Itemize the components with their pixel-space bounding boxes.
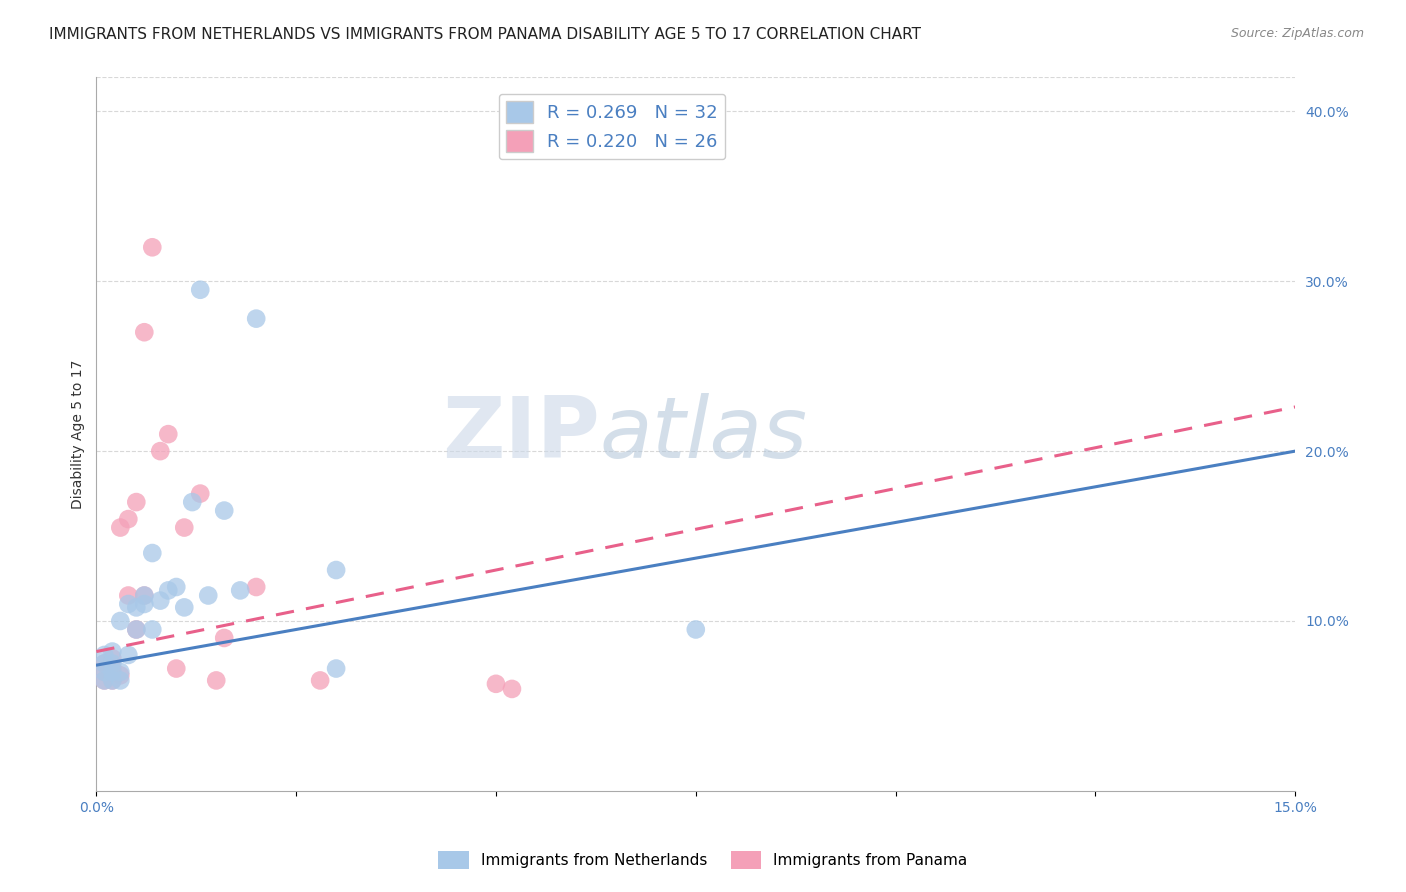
- Point: [141, 546, 163, 560]
- Point: [93, 648, 115, 662]
- Text: Source: ZipAtlas.com: Source: ZipAtlas.com: [1230, 27, 1364, 40]
- Point: [101, 657, 124, 671]
- Point: [134, 589, 156, 603]
- Y-axis label: Disability Age 5 to 17: Disability Age 5 to 17: [72, 359, 86, 508]
- Point: [117, 597, 139, 611]
- Point: [157, 427, 180, 442]
- Point: [173, 520, 195, 534]
- Point: [101, 644, 124, 658]
- Point: [93, 665, 115, 679]
- Point: [157, 583, 180, 598]
- Point: [149, 593, 172, 607]
- Point: [117, 512, 139, 526]
- Point: [212, 503, 235, 517]
- Point: [93, 673, 115, 688]
- Point: [501, 681, 523, 696]
- Point: [188, 486, 211, 500]
- Point: [93, 657, 115, 671]
- Point: [325, 661, 347, 675]
- Point: [125, 623, 148, 637]
- Point: [93, 665, 115, 679]
- Point: [117, 648, 139, 662]
- Point: [134, 589, 156, 603]
- Point: [309, 673, 332, 688]
- Point: [110, 668, 132, 682]
- Point: [110, 673, 132, 688]
- Legend: Immigrants from Netherlands, Immigrants from Panama: Immigrants from Netherlands, Immigrants …: [432, 845, 974, 875]
- Point: [101, 665, 124, 679]
- Point: [134, 325, 156, 339]
- Point: [93, 673, 115, 688]
- Text: ZIP: ZIP: [441, 392, 600, 475]
- Point: [125, 495, 148, 509]
- Point: [685, 623, 707, 637]
- Point: [245, 580, 267, 594]
- Point: [165, 661, 187, 675]
- Point: [212, 631, 235, 645]
- Point: [110, 614, 132, 628]
- Point: [125, 623, 148, 637]
- Point: [229, 583, 252, 598]
- Point: [125, 600, 148, 615]
- Point: [141, 240, 163, 254]
- Point: [117, 589, 139, 603]
- Point: [165, 580, 187, 594]
- Point: [485, 677, 508, 691]
- Point: [173, 600, 195, 615]
- Point: [134, 597, 156, 611]
- Point: [188, 283, 211, 297]
- Point: [101, 673, 124, 688]
- Point: [197, 589, 219, 603]
- Point: [149, 444, 172, 458]
- Point: [181, 495, 204, 509]
- Point: [205, 673, 228, 688]
- Point: [245, 311, 267, 326]
- Point: [93, 657, 115, 671]
- Point: [110, 665, 132, 679]
- Legend: R = 0.269   N = 32, R = 0.220   N = 26: R = 0.269 N = 32, R = 0.220 N = 26: [499, 94, 725, 160]
- Point: [101, 673, 124, 688]
- Text: IMMIGRANTS FROM NETHERLANDS VS IMMIGRANTS FROM PANAMA DISABILITY AGE 5 TO 17 COR: IMMIGRANTS FROM NETHERLANDS VS IMMIGRANT…: [49, 27, 921, 42]
- Point: [110, 520, 132, 534]
- Point: [325, 563, 347, 577]
- Text: atlas: atlas: [600, 392, 808, 475]
- Point: [101, 661, 124, 675]
- Point: [101, 651, 124, 665]
- Point: [141, 623, 163, 637]
